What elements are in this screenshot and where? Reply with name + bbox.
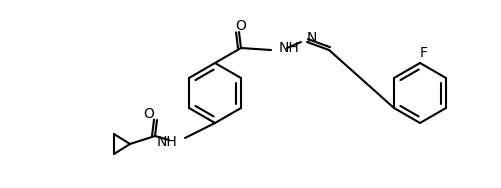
Text: O: O: [143, 107, 154, 121]
Text: F: F: [419, 46, 427, 60]
Text: NH: NH: [279, 41, 299, 55]
Text: O: O: [235, 19, 246, 33]
Text: NH: NH: [156, 135, 177, 149]
Text: N: N: [307, 31, 317, 45]
